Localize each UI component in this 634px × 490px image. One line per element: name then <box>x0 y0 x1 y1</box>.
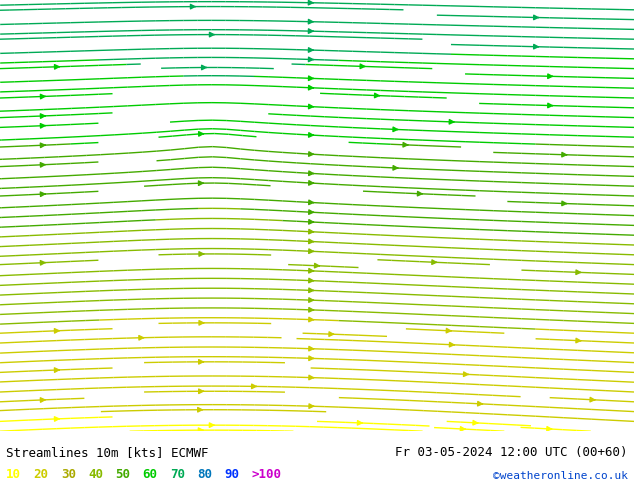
FancyArrowPatch shape <box>590 397 595 402</box>
Text: 60: 60 <box>143 468 158 481</box>
FancyArrowPatch shape <box>460 427 465 431</box>
FancyArrowPatch shape <box>198 181 204 185</box>
Text: >100: >100 <box>252 468 281 481</box>
FancyArrowPatch shape <box>309 104 313 109</box>
FancyArrowPatch shape <box>309 288 314 293</box>
FancyArrowPatch shape <box>446 328 451 333</box>
FancyArrowPatch shape <box>252 384 257 389</box>
FancyArrowPatch shape <box>548 103 553 108</box>
FancyArrowPatch shape <box>308 48 313 52</box>
FancyArrowPatch shape <box>309 200 314 204</box>
FancyArrowPatch shape <box>534 15 538 20</box>
Text: 90: 90 <box>224 468 240 481</box>
FancyArrowPatch shape <box>547 427 552 431</box>
FancyArrowPatch shape <box>375 93 380 98</box>
FancyArrowPatch shape <box>309 133 314 137</box>
FancyArrowPatch shape <box>309 269 314 273</box>
FancyArrowPatch shape <box>360 64 365 69</box>
FancyArrowPatch shape <box>41 192 45 196</box>
FancyArrowPatch shape <box>393 127 398 131</box>
FancyArrowPatch shape <box>562 201 567 206</box>
Text: 20: 20 <box>34 468 49 481</box>
FancyArrowPatch shape <box>198 360 204 364</box>
Text: 50: 50 <box>115 468 131 481</box>
FancyArrowPatch shape <box>198 389 204 393</box>
Text: 80: 80 <box>197 468 212 481</box>
FancyArrowPatch shape <box>41 163 45 167</box>
Text: 40: 40 <box>88 468 103 481</box>
FancyArrowPatch shape <box>309 375 314 380</box>
FancyArrowPatch shape <box>463 372 469 376</box>
FancyArrowPatch shape <box>309 356 314 361</box>
FancyArrowPatch shape <box>477 401 482 406</box>
Text: Streamlines 10m [kts] ECMWF: Streamlines 10m [kts] ECMWF <box>6 446 209 459</box>
FancyArrowPatch shape <box>473 420 478 425</box>
FancyArrowPatch shape <box>309 404 314 408</box>
FancyArrowPatch shape <box>534 45 538 49</box>
Text: Fr 03-05-2024 12:00 UTC (00+60): Fr 03-05-2024 12:00 UTC (00+60) <box>395 446 628 459</box>
FancyArrowPatch shape <box>450 120 454 124</box>
FancyArrowPatch shape <box>309 308 314 312</box>
FancyArrowPatch shape <box>309 298 314 302</box>
FancyArrowPatch shape <box>417 192 422 196</box>
FancyArrowPatch shape <box>199 252 204 256</box>
FancyArrowPatch shape <box>308 0 313 5</box>
FancyArrowPatch shape <box>309 152 314 156</box>
FancyArrowPatch shape <box>55 65 60 69</box>
FancyArrowPatch shape <box>198 132 204 136</box>
FancyArrowPatch shape <box>41 123 45 128</box>
FancyArrowPatch shape <box>309 278 314 283</box>
FancyArrowPatch shape <box>55 368 60 372</box>
FancyArrowPatch shape <box>309 210 314 214</box>
FancyArrowPatch shape <box>308 20 313 24</box>
FancyArrowPatch shape <box>576 338 581 343</box>
Text: 70: 70 <box>170 468 185 481</box>
FancyArrowPatch shape <box>209 32 214 37</box>
FancyArrowPatch shape <box>309 346 314 351</box>
FancyArrowPatch shape <box>308 29 313 33</box>
FancyArrowPatch shape <box>309 76 313 80</box>
FancyArrowPatch shape <box>562 152 567 157</box>
Text: 30: 30 <box>61 468 76 481</box>
FancyArrowPatch shape <box>358 420 363 425</box>
FancyArrowPatch shape <box>209 423 214 427</box>
FancyArrowPatch shape <box>309 181 314 185</box>
Text: 10: 10 <box>6 468 22 481</box>
FancyArrowPatch shape <box>41 398 45 402</box>
FancyArrowPatch shape <box>393 166 398 170</box>
FancyArrowPatch shape <box>198 428 204 432</box>
FancyArrowPatch shape <box>403 143 408 147</box>
FancyArrowPatch shape <box>309 220 314 224</box>
FancyArrowPatch shape <box>41 114 45 118</box>
FancyArrowPatch shape <box>432 260 437 265</box>
FancyArrowPatch shape <box>190 4 195 9</box>
FancyArrowPatch shape <box>41 95 46 99</box>
FancyArrowPatch shape <box>55 329 60 333</box>
FancyArrowPatch shape <box>41 261 45 265</box>
FancyArrowPatch shape <box>139 336 144 340</box>
FancyArrowPatch shape <box>309 85 313 90</box>
FancyArrowPatch shape <box>199 320 204 325</box>
FancyArrowPatch shape <box>329 332 334 336</box>
FancyArrowPatch shape <box>309 239 314 244</box>
FancyArrowPatch shape <box>202 65 207 70</box>
FancyArrowPatch shape <box>198 408 203 412</box>
FancyArrowPatch shape <box>309 229 314 234</box>
FancyArrowPatch shape <box>548 74 553 78</box>
FancyArrowPatch shape <box>55 417 60 421</box>
FancyArrowPatch shape <box>308 57 313 62</box>
Text: ©weatheronline.co.uk: ©weatheronline.co.uk <box>493 471 628 481</box>
FancyArrowPatch shape <box>450 343 455 347</box>
FancyArrowPatch shape <box>309 249 314 253</box>
FancyArrowPatch shape <box>309 318 314 322</box>
FancyArrowPatch shape <box>314 264 320 268</box>
FancyArrowPatch shape <box>576 270 581 274</box>
FancyArrowPatch shape <box>41 143 45 147</box>
FancyArrowPatch shape <box>309 171 314 175</box>
